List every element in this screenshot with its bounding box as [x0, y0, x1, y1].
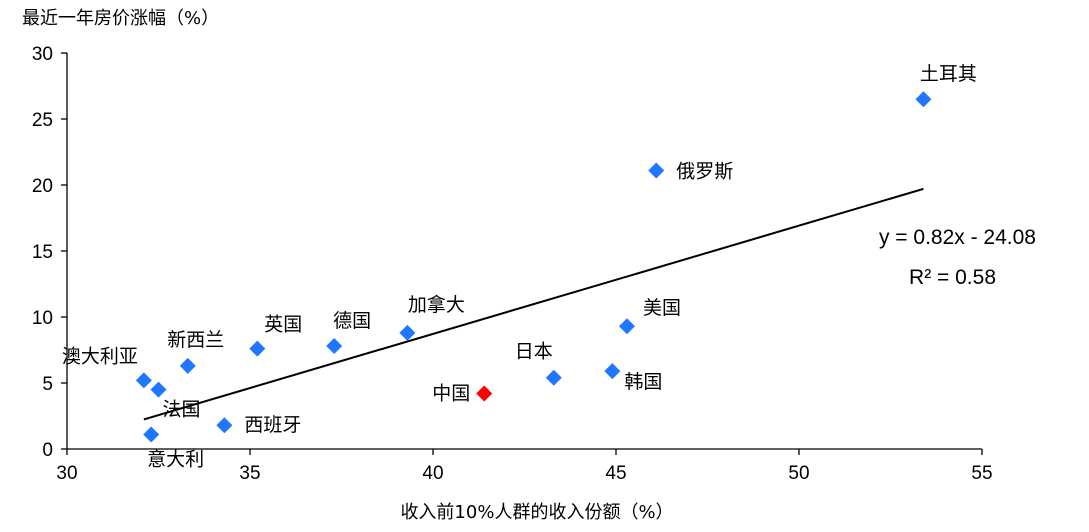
data-point-label: 美国: [643, 297, 681, 319]
data-point-label: 土耳其: [920, 63, 977, 85]
r-squared-label: R² = 0.58: [909, 266, 996, 289]
data-point-marker: [135, 372, 152, 389]
data-point-label: 意大利: [147, 448, 204, 470]
data-point-label: 英国: [264, 314, 302, 336]
y-tick-label: 25: [32, 110, 53, 131]
axes: 30 35 40 45 50 55 0 5 10 15 20 25 30: [32, 44, 993, 484]
trendline-equation: y = 0.82x - 24.08: [879, 226, 1036, 249]
data-point-label: 韩国: [624, 371, 662, 393]
trendline: [143, 187, 924, 421]
y-tick-label: 5: [42, 374, 53, 395]
y-tick-label: 15: [32, 242, 53, 263]
data-point-marker: [476, 385, 493, 402]
data-point-label: 加拿大: [408, 293, 465, 316]
data-point-marker: [604, 363, 621, 380]
y-tick-label: 30: [32, 44, 53, 65]
data-point-label: 法国: [163, 399, 201, 421]
y-axis-title: 最近一年房价涨幅（%）: [22, 8, 219, 29]
x-axis-title: 收入前10%人群的收入份额（%）: [400, 502, 673, 523]
x-tick-label: 45: [605, 463, 626, 484]
data-point-marker: [545, 369, 562, 386]
data-point-label: 中国: [432, 383, 470, 405]
data-points: [135, 91, 932, 443]
data-point-label: 西班牙: [244, 414, 301, 436]
data-point-marker: [326, 338, 343, 355]
y-tick-label: 0: [42, 440, 53, 461]
data-point-marker: [150, 381, 167, 398]
data-point-marker: [648, 162, 665, 179]
data-point-label: 日本: [515, 341, 553, 363]
data-point-label: 新西兰: [167, 329, 224, 351]
x-tick-label: 50: [788, 463, 809, 484]
data-point-marker: [143, 426, 160, 443]
data-point-marker: [618, 318, 635, 335]
data-point-marker: [915, 91, 932, 108]
x-tick-label: 55: [971, 463, 992, 484]
y-tick-label: 10: [32, 308, 53, 329]
data-point-marker: [399, 324, 416, 341]
data-point-label: 俄罗斯: [676, 160, 733, 182]
x-tick-label: 35: [239, 463, 260, 484]
data-point-marker: [179, 357, 196, 374]
data-point-label: 澳大利亚: [62, 345, 138, 367]
x-tick-label: 40: [422, 463, 443, 484]
trendline-group: [143, 187, 924, 421]
data-point-label: 德国: [333, 310, 371, 332]
y-tick-label: 20: [32, 176, 53, 197]
x-tick-label: 30: [56, 463, 77, 484]
data-point-marker: [216, 417, 233, 434]
data-point-marker: [249, 340, 266, 357]
